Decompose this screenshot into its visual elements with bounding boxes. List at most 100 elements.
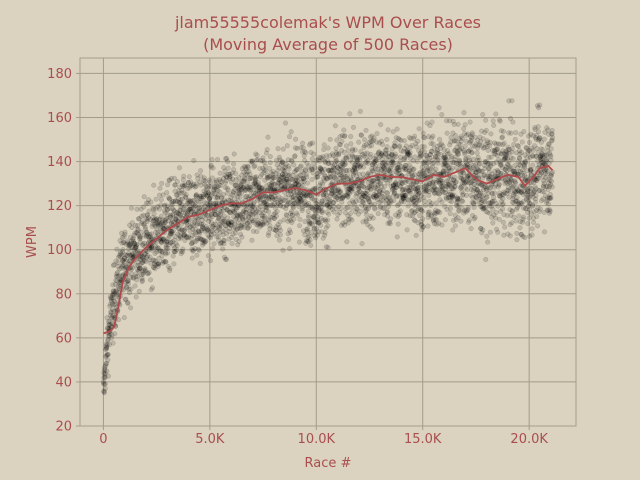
race-point [140, 242, 146, 248]
race-point [170, 218, 176, 224]
race-point [269, 202, 275, 208]
race-point [230, 176, 236, 182]
race-point [140, 271, 146, 277]
race-point [244, 193, 250, 199]
race-point [139, 213, 145, 219]
race-point [308, 149, 314, 155]
race-point [303, 171, 309, 177]
race-point [139, 279, 145, 285]
race-point [258, 158, 264, 164]
race-point [509, 220, 515, 226]
race-point [485, 147, 491, 153]
race-point [535, 223, 541, 229]
race-point [546, 201, 552, 207]
race-point [169, 206, 175, 212]
race-point [237, 222, 243, 228]
race-point [134, 277, 140, 283]
race-point [208, 235, 214, 241]
race-point [513, 218, 519, 224]
race-point [186, 218, 192, 224]
race-point [243, 166, 249, 172]
race-point [232, 230, 238, 236]
race-point [103, 354, 109, 360]
race-point [308, 140, 314, 146]
race-point [178, 197, 184, 203]
race-point [244, 204, 250, 210]
race-point [138, 229, 144, 235]
race-point [224, 207, 230, 213]
race-point [265, 173, 271, 179]
race-point [300, 175, 306, 181]
race-point [537, 102, 543, 108]
race-point [304, 238, 310, 244]
race-point [272, 196, 278, 202]
race-point [225, 215, 231, 221]
race-point [150, 214, 156, 220]
race-point [292, 181, 298, 187]
race-point [301, 194, 307, 200]
race-point [215, 224, 221, 230]
race-point [286, 216, 292, 222]
race-point [537, 135, 543, 141]
race-point [530, 162, 536, 168]
race-point [191, 219, 197, 225]
race-point [149, 285, 155, 291]
race-point [108, 310, 114, 316]
race-point [286, 200, 292, 206]
race-point [278, 179, 284, 185]
race-point [139, 255, 145, 261]
race-point [375, 211, 381, 217]
race-point [251, 190, 257, 196]
race-point [302, 232, 308, 238]
race-point [300, 203, 306, 209]
race-point [307, 142, 313, 148]
race-point [159, 237, 165, 243]
race-point [166, 177, 172, 183]
race-point [111, 291, 117, 297]
race-point [225, 171, 231, 177]
race-point [311, 151, 317, 157]
race-point [185, 198, 191, 204]
race-point [293, 177, 299, 183]
race-point [113, 258, 119, 264]
race-point [174, 243, 180, 249]
race-point [253, 176, 259, 182]
race-point [209, 214, 215, 220]
race-point [220, 216, 226, 222]
race-point [211, 187, 217, 193]
race-point [260, 210, 266, 216]
race-point [323, 218, 329, 224]
race-point [254, 182, 260, 188]
race-point [245, 220, 251, 226]
race-point [283, 120, 289, 126]
race-point [289, 194, 295, 200]
race-point [430, 141, 436, 147]
race-point [545, 127, 551, 133]
race-point [276, 165, 282, 171]
race-point [252, 174, 258, 180]
race-point [259, 171, 265, 177]
race-point [287, 183, 293, 189]
race-point [182, 210, 188, 216]
race-point [232, 182, 238, 188]
race-point [291, 162, 297, 168]
race-point [141, 255, 147, 261]
race-point [128, 286, 134, 292]
race-point [362, 137, 368, 143]
race-point [349, 205, 355, 211]
race-point [126, 286, 132, 292]
race-point [195, 246, 201, 252]
race-point [239, 172, 245, 178]
race-point [234, 213, 240, 219]
race-point [148, 236, 154, 242]
race-point [384, 144, 390, 150]
race-point [319, 198, 325, 204]
race-point [279, 159, 285, 165]
race-point [352, 147, 358, 153]
race-point [156, 261, 162, 267]
race-point [134, 206, 140, 212]
race-point [155, 220, 161, 226]
race-point [202, 178, 208, 184]
race-point [213, 184, 219, 190]
race-point [149, 245, 155, 251]
